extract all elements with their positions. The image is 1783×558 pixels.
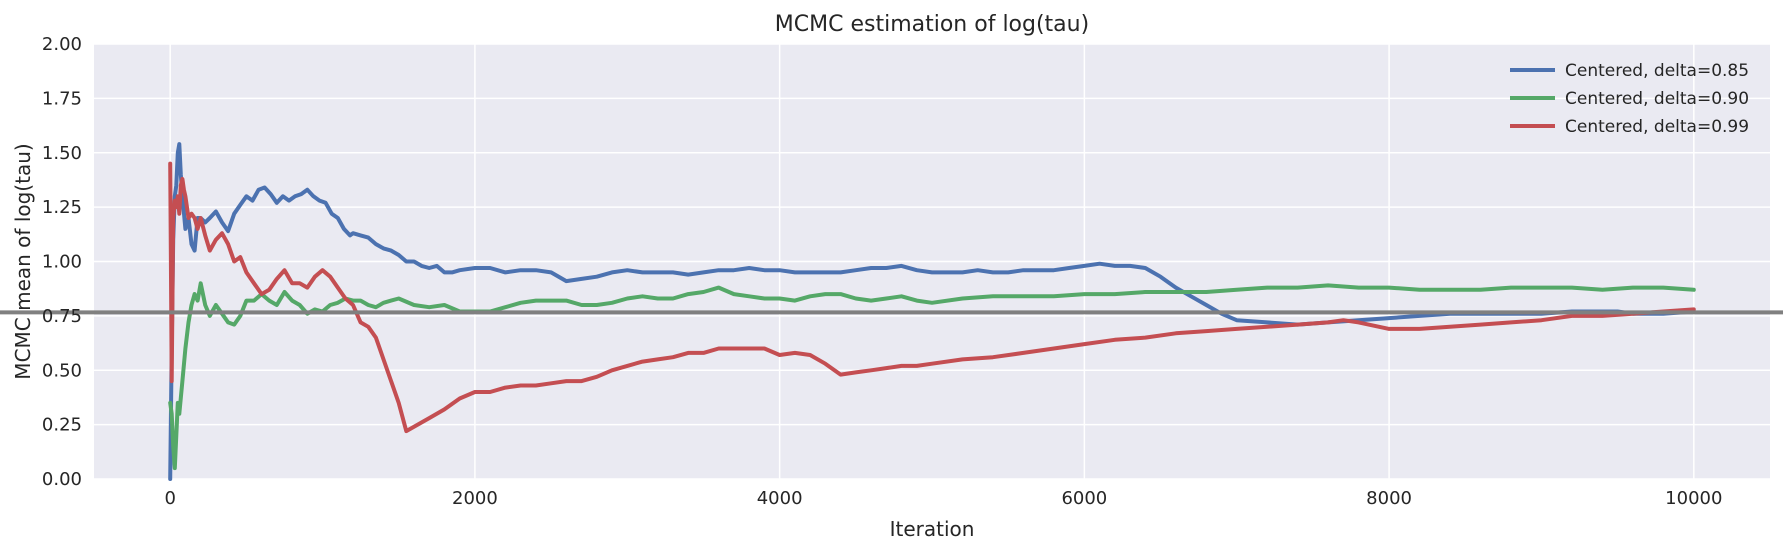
chart-title: MCMC estimation of log(tau) <box>775 12 1089 37</box>
legend: Centered, delta=0.85 Centered, delta=0.90… <box>1510 61 1749 137</box>
x-tick-label: 0 <box>164 488 175 509</box>
y-axis-label: MCMC mean of log(tau) <box>11 143 35 379</box>
x-tick-label: 10000 <box>1665 488 1722 509</box>
y-tick-label: 1.50 <box>42 143 82 164</box>
x-tick-label: 2000 <box>452 488 498 509</box>
series-line <box>168 142 1696 481</box>
x-tick-label: 4000 <box>757 488 803 509</box>
y-tick-label: 1.25 <box>42 197 82 218</box>
x-tick-label: 6000 <box>1061 488 1107 509</box>
y-tick-label: 0.00 <box>42 469 82 490</box>
y-tick-labels: 0.00 0.25 0.50 0.75 1.00 1.25 1.50 1.75 2.00 <box>42 34 82 490</box>
y-tick-label: 0.75 <box>42 306 82 327</box>
series-line <box>168 161 1696 434</box>
y-tick-label: 1.00 <box>42 252 82 273</box>
x-tick-labels: 0 2000 4000 6000 8000 10000 <box>164 488 1722 509</box>
y-tick-label: 2.00 <box>42 34 82 55</box>
legend-label: Centered, delta=0.99 <box>1565 117 1749 137</box>
y-gridlines <box>94 43 1770 480</box>
legend-label: Centered, delta=0.90 <box>1565 89 1749 109</box>
x-axis-label: Iteration <box>890 517 975 541</box>
legend-label: Centered, delta=0.85 <box>1565 61 1749 81</box>
x-tick-label: 8000 <box>1366 488 1412 509</box>
y-tick-label: 0.25 <box>42 415 82 436</box>
y-tick-label: 1.75 <box>42 88 82 109</box>
y-tick-label: 0.50 <box>42 360 82 381</box>
